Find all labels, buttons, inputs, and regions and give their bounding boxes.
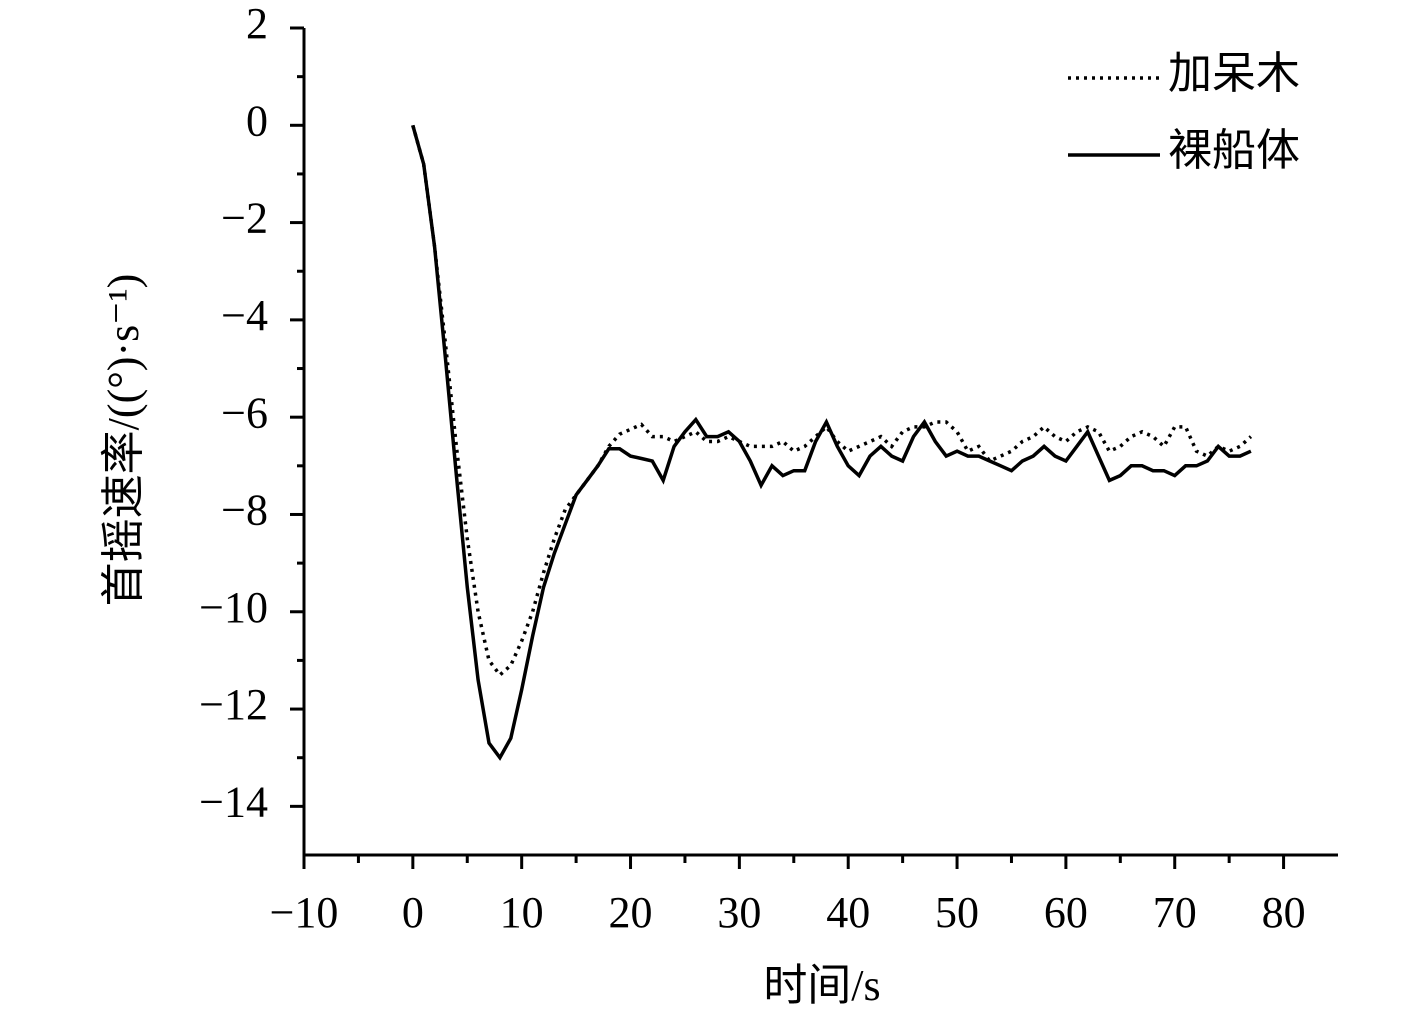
x-tick-label: −10 bbox=[270, 888, 339, 937]
x-tick-label: 80 bbox=[1262, 888, 1306, 937]
x-tick-label: 10 bbox=[500, 888, 544, 937]
x-tick-label: 60 bbox=[1044, 888, 1088, 937]
series-line bbox=[411, 124, 1252, 761]
y-axis-label: 首摇速率/((°)·s⁻¹) bbox=[99, 274, 148, 607]
x-tick-label: 0 bbox=[402, 888, 424, 937]
y-tick-label: −12 bbox=[199, 680, 268, 729]
y-tick-label: −2 bbox=[221, 194, 268, 243]
series-line bbox=[411, 124, 1253, 678]
y-tick-label: −10 bbox=[199, 583, 268, 632]
x-tick-label: 50 bbox=[935, 888, 979, 937]
y-tick-label: −4 bbox=[221, 291, 268, 340]
y-tick-label: −14 bbox=[199, 777, 268, 826]
y-tick-label: −6 bbox=[221, 388, 268, 437]
y-tick-label: −8 bbox=[221, 486, 268, 535]
legend-label: 裸船体 bbox=[1168, 126, 1300, 175]
x-tick-label: 20 bbox=[609, 888, 653, 937]
x-axis-label: 时间/s bbox=[763, 961, 880, 1010]
y-tick-label: 0 bbox=[246, 96, 268, 145]
x-tick-label: 70 bbox=[1153, 888, 1197, 937]
x-tick-label: 30 bbox=[717, 888, 761, 937]
x-tick-label: 40 bbox=[826, 888, 870, 937]
legend-label: 加呆木 bbox=[1168, 49, 1300, 98]
y-tick-label: 2 bbox=[246, 0, 268, 48]
